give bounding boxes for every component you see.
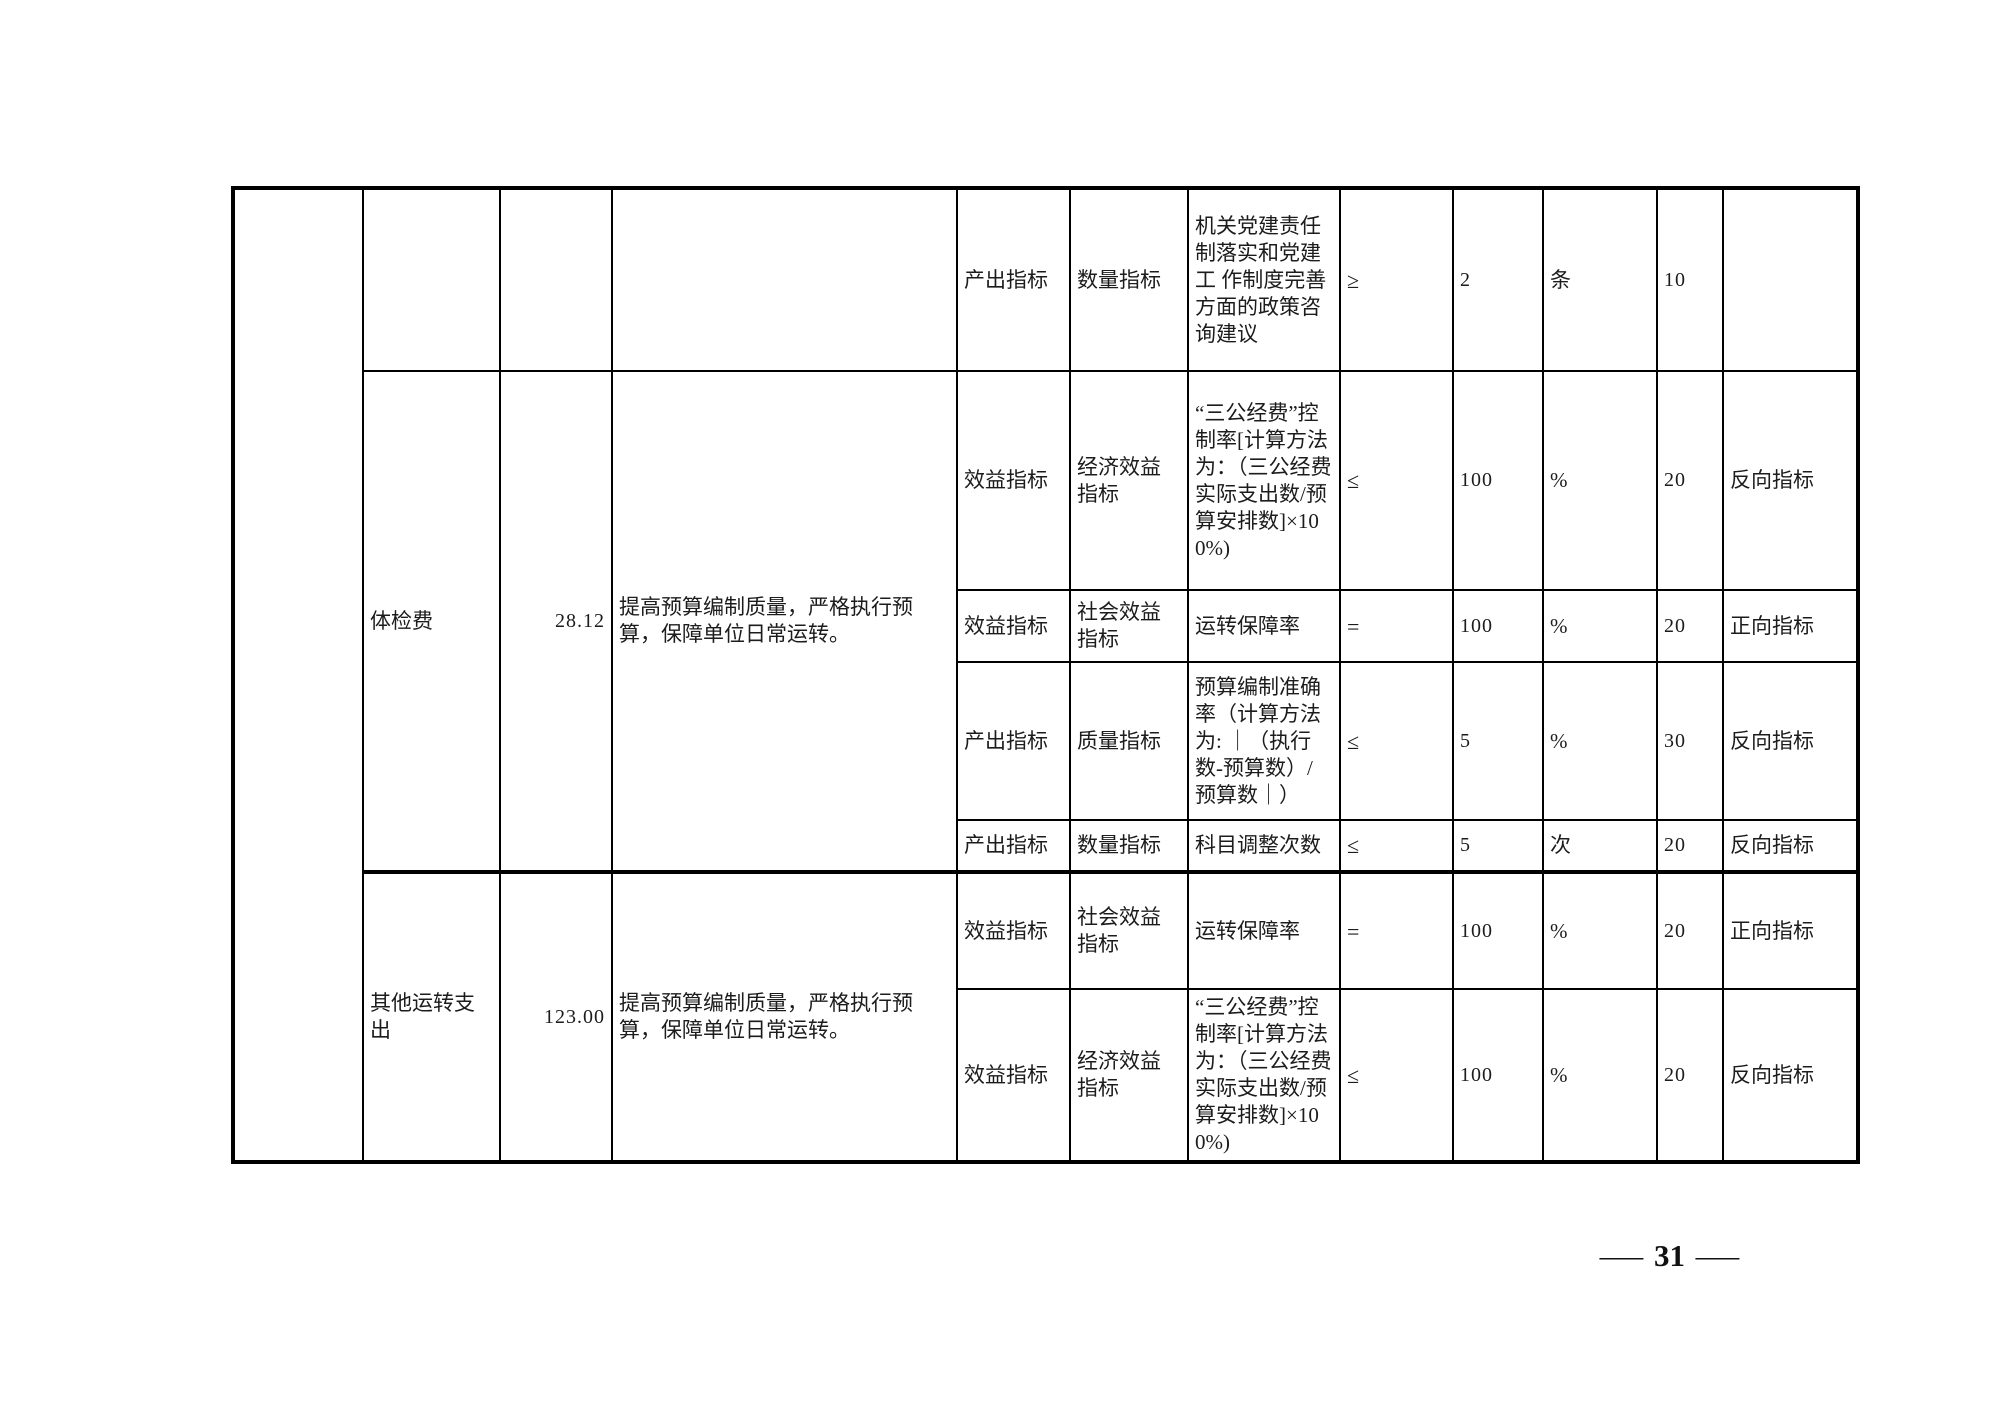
target-value-cell: 100 [1452, 870, 1544, 990]
target-value-cell: 5 [1452, 661, 1544, 821]
indicator-subcategory-cell: 数量指标 [1069, 819, 1189, 873]
indicator-name-cell: 运转保障率 [1187, 870, 1341, 990]
direction-cell: 反向指标 [1722, 661, 1859, 821]
indicator-name-cell: 运转保障率 [1187, 589, 1341, 663]
direction-cell: 反向指标 [1722, 370, 1859, 591]
indicator-subcategory-cell: 社会效益指标 [1069, 870, 1189, 990]
description-cell: 提高预算编制质量，严格执行预算，保障单位日常运转。 [611, 870, 958, 1163]
operator-cell: ≤ [1339, 988, 1454, 1163]
description-cell [611, 187, 958, 372]
table-row: 效益指标 社会效益指标 运转保障率 = 100 % 20 正向指标 [233, 589, 1859, 663]
unit-cell: % [1542, 870, 1658, 990]
weight-cell: 20 [1656, 819, 1724, 873]
operator-cell: = [1339, 870, 1454, 990]
indicator-category-cell: 产出指标 [956, 661, 1071, 821]
indicator-name-cell: “三公经费”控制率[计算方法为：（三公经费实际支出数/预算安排数]×100%) [1187, 988, 1341, 1163]
project-name-cell: 体检费 [362, 370, 501, 873]
operator-cell: ≥ [1339, 187, 1454, 372]
target-value-cell: 100 [1452, 370, 1544, 591]
weight-cell: 30 [1656, 661, 1724, 821]
left-margin-column-cell [233, 188, 364, 1162]
unit-cell: % [1542, 370, 1658, 591]
unit-cell: % [1542, 988, 1658, 1163]
direction-cell: 反向指标 [1722, 819, 1859, 873]
table-row: 产出指标 数量指标 科目调整次数 ≤ 5 次 20 反向指标 [233, 819, 1859, 873]
unit-cell: % [1542, 589, 1658, 663]
direction-cell [1722, 187, 1859, 372]
weight-cell: 20 [1656, 370, 1724, 591]
indicator-subcategory-cell: 质量指标 [1069, 661, 1189, 821]
weight-cell: 20 [1656, 589, 1724, 663]
target-value-cell: 5 [1452, 819, 1544, 873]
indicator-category-cell: 产出指标 [956, 187, 1071, 372]
amount-cell [499, 187, 613, 372]
indicator-category-cell: 产出指标 [956, 819, 1071, 873]
indicator-subcategory-cell: 经济效益指标 [1069, 988, 1189, 1163]
indicator-category-cell: 效益指标 [956, 370, 1071, 591]
amount-cell: 28.12 [499, 370, 613, 873]
weight-cell: 20 [1656, 870, 1724, 990]
description-cell: 提高预算编制质量，严格执行预算，保障单位日常运转。 [611, 370, 958, 873]
target-value-cell: 100 [1452, 988, 1544, 1163]
page-number-left-dash: — [1599, 1238, 1644, 1273]
operator-cell: ≤ [1339, 661, 1454, 821]
table-row: 产出指标 数量指标 机关党建责任制落实和党建工 作制度完善方面的政策咨询建议 ≥… [233, 187, 1859, 1162]
direction-cell: 正向指标 [1722, 870, 1859, 990]
operator-cell: ≤ [1339, 370, 1454, 591]
indicator-category-cell: 效益指标 [956, 589, 1071, 663]
indicator-subcategory-cell: 社会效益指标 [1069, 589, 1189, 663]
project-name-cell [362, 187, 501, 372]
unit-cell: 次 [1542, 819, 1658, 873]
indicator-name-cell: 预算编制准确率（计算方法为: ｜（执行数-预算数）/预算数｜） [1187, 661, 1341, 821]
unit-cell: % [1542, 661, 1658, 821]
weight-cell: 10 [1656, 187, 1724, 372]
unit-cell: 条 [1542, 187, 1658, 372]
amount-cell: 123.00 [499, 870, 613, 1163]
operator-cell: ≤ [1339, 819, 1454, 873]
table-row: 产出指标 质量指标 预算编制准确率（计算方法为: ｜（执行数-预算数）/预算数｜… [233, 661, 1859, 821]
target-value-cell: 2 [1452, 187, 1544, 372]
page-number-footer: — 31 — [1600, 1238, 1739, 1274]
indicator-subcategory-cell: 经济效益指标 [1069, 370, 1189, 591]
project-name-cell: 其他运转支出 [362, 870, 501, 1163]
indicator-category-cell: 效益指标 [956, 870, 1071, 990]
target-value-cell: 100 [1452, 589, 1544, 663]
indicator-name-cell: “三公经费”控制率[计算方法为：（三公经费实际支出数/预算安排数]×100%) [1187, 370, 1341, 591]
direction-cell: 反向指标 [1722, 988, 1859, 1163]
table-row: 体检费 28.12 提高预算编制质量，严格执行预算，保障单位日常运转。 效益指标… [233, 370, 1859, 873]
operator-cell: = [1339, 589, 1454, 663]
indicator-category-cell: 效益指标 [956, 988, 1071, 1163]
indicator-name-cell: 机关党建责任制落实和党建工 作制度完善方面的政策咨询建议 [1187, 187, 1341, 372]
indicator-name-cell: 科目调整次数 [1187, 819, 1341, 873]
table-row: 效益指标 经济效益指标 “三公经费”控制率[计算方法为：（三公经费实际支出数/预… [233, 988, 1859, 1163]
performance-indicator-table: 产出指标 数量指标 机关党建责任制落实和党建工 作制度完善方面的政策咨询建议 ≥… [231, 186, 1860, 1164]
direction-cell: 正向指标 [1722, 589, 1859, 663]
weight-cell: 20 [1656, 988, 1724, 1163]
page-number: 31 [1654, 1238, 1685, 1273]
page-number-right-dash: — [1695, 1238, 1740, 1273]
table-row: 其他运转支出 123.00 提高预算编制质量，严格执行预算，保障单位日常运转。 … [233, 870, 1859, 1163]
indicator-subcategory-cell: 数量指标 [1069, 187, 1189, 372]
